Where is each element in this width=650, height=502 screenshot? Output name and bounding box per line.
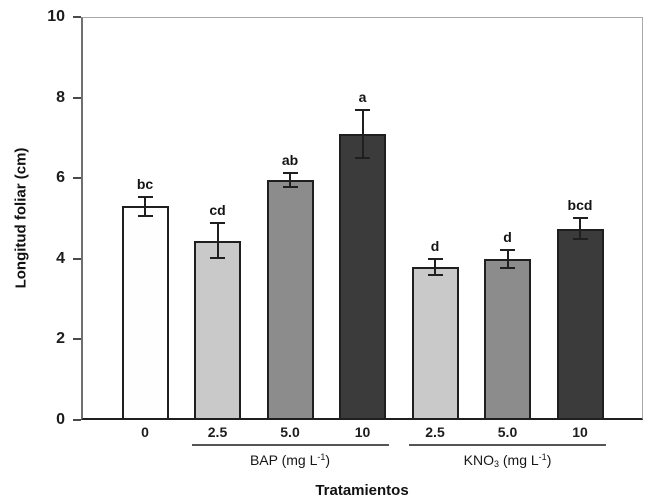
y-tick-label: 4 <box>56 249 65 267</box>
group-label-kno3-close: ) <box>546 452 552 468</box>
group-label-kno3-unit: (mg L <box>498 452 539 468</box>
group-label-bap-close: ) <box>325 452 331 468</box>
y-tick-mark <box>73 16 81 18</box>
x-tick-label: 0 <box>141 424 149 440</box>
error-bar-cap <box>210 256 225 259</box>
x-tick-label: 10 <box>572 424 588 440</box>
error-bar-cap <box>572 238 588 241</box>
error-bar-cap <box>282 172 298 175</box>
group-label-kno3-superscript: -1 <box>538 452 547 462</box>
group-label-kno3: KNO3 (mg L-1) <box>464 449 552 473</box>
significance-letter: bcd <box>567 196 593 213</box>
error-bar-line <box>434 258 436 275</box>
bar <box>411 266 459 420</box>
error-bar-cap <box>137 196 153 199</box>
group-label-bap: BAP (mg L-1) <box>250 449 330 469</box>
group-label-kno3-subscript: 3 <box>493 459 499 469</box>
error-bar-cap <box>500 267 515 270</box>
error-bar-cap <box>355 108 370 111</box>
error-bar-line <box>144 197 146 216</box>
y-tick-mark <box>73 338 81 341</box>
bar <box>121 206 169 420</box>
bar <box>266 180 314 420</box>
significance-letter: cd <box>209 202 226 219</box>
y-tick-label: 6 <box>56 169 65 187</box>
error-bar-line <box>361 109 364 159</box>
significance-letter: d <box>430 237 440 254</box>
error-bar-cap <box>427 273 443 276</box>
y-tick-label: 2 <box>56 330 65 348</box>
group-label-bap-text: BAP (mg L <box>249 452 318 468</box>
bar <box>339 133 386 420</box>
y-tick-mark <box>73 419 81 421</box>
error-bar-cap <box>137 214 153 217</box>
group-label-kno3-text: KNO <box>463 452 494 468</box>
x-tick-label: 2.5 <box>207 424 228 440</box>
x-tick-label: 2.5 <box>425 424 445 440</box>
error-bar-cap <box>427 257 443 260</box>
bar <box>484 258 531 420</box>
significance-letter: ab <box>281 152 299 169</box>
significance-letter: a <box>358 88 367 105</box>
significance-letter: bc <box>136 176 154 193</box>
y-axis-title: Longitud foliar (cm) <box>12 147 30 289</box>
x-tick-label: 5.0 <box>280 424 300 440</box>
y-tick-label: 0 <box>56 411 65 428</box>
group-label-bap-superscript: -1 <box>317 452 326 462</box>
x-axis-title: Tratamientos <box>315 482 409 499</box>
error-bar-line <box>579 217 581 240</box>
y-tick-mark <box>73 257 81 260</box>
group-underline <box>191 444 389 446</box>
x-tick-label: 5.0 <box>497 424 518 440</box>
error-bar-cap <box>572 216 588 219</box>
error-bar-cap <box>355 157 370 160</box>
x-tick-label: 10 <box>354 424 371 440</box>
error-bar-cap <box>500 248 515 251</box>
error-bar-cap <box>282 186 298 189</box>
bar <box>556 228 604 420</box>
group-underline <box>409 444 606 446</box>
y-tick-label: 8 <box>56 88 65 106</box>
error-bar-cap <box>210 222 225 225</box>
error-bar-line <box>216 223 219 258</box>
error-bar-line <box>289 173 291 188</box>
y-tick-mark <box>73 96 81 99</box>
significance-letter: d <box>503 228 512 245</box>
y-tick-mark <box>73 177 81 180</box>
y-tick-label: 10 <box>47 8 65 25</box>
error-bar-line <box>506 249 509 269</box>
bar <box>194 240 241 420</box>
